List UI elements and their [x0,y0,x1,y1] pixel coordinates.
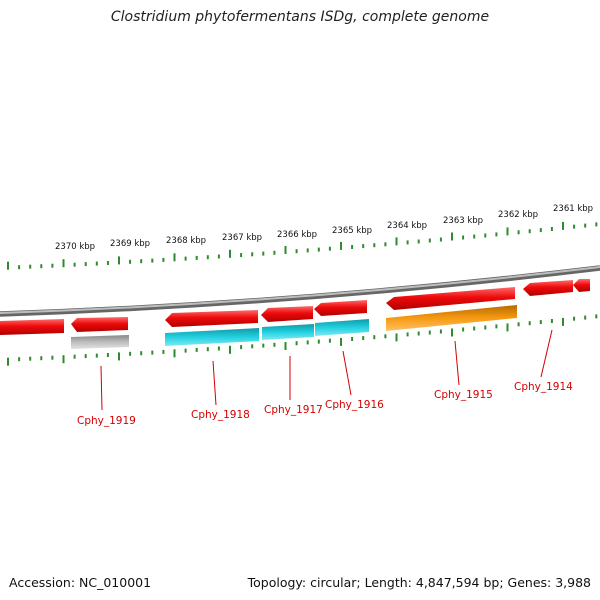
gene-arrow[interactable] [71,317,128,332]
connector-line [100,365,103,411]
genome-backbone-highlight [0,266,600,314]
map-title: Clostridium phytofermentans ISDg, comple… [110,9,490,25]
gene-label-cphy-1916[interactable]: Cphy_1916 [325,399,384,411]
scale-label: 2361 kbp [553,204,593,214]
connector-line [454,340,460,386]
scale-label: 2363 kbp [443,216,483,226]
gene-labels: Cphy_1919 Cphy_1918 Cphy_1917 Cphy_1916 … [77,381,573,427]
gene-arrow[interactable] [314,300,367,316]
gene-label-cphy-1917[interactable]: Cphy_1917 [264,404,323,416]
gene-arrow[interactable] [523,280,573,296]
gene-arrow[interactable] [165,310,258,327]
gene-label-cphy-1915[interactable]: Cphy_1915 [434,389,493,401]
scale-label: 2368 kbp [166,236,206,246]
gene-label-cphy-1914[interactable]: Cphy_1914 [514,381,573,393]
gene-arrow[interactable] [0,319,64,335]
connector-line [342,350,352,396]
scale-label: 2364 kbp [387,221,427,231]
outer-scale-ticks [7,221,598,270]
inner-scale-ticks [7,314,598,366]
gene-label-cphy-1919[interactable]: Cphy_1919 [77,415,136,427]
rna-feature-cyan[interactable] [165,328,259,346]
gene-arrow[interactable] [261,306,313,322]
gene-arrow[interactable] [386,287,515,310]
label-connectors [100,329,553,411]
pseudo-feature[interactable] [71,335,129,349]
scale-label: 2366 kbp [277,230,317,240]
gene-label-cphy-1918[interactable]: Cphy_1918 [191,409,250,421]
scale-label: 2362 kbp [498,210,538,220]
genome-summary-text: Topology: circular; Length: 4,847,594 bp… [247,575,591,590]
accession-text: Accession: NC_010001 [9,575,152,590]
forward-strand-genes [0,279,590,335]
rna-feature-orange[interactable] [386,305,517,331]
connector-line [212,360,217,406]
rna-feature-cyan[interactable] [262,324,314,340]
connector-line [540,329,553,378]
gene-arrow[interactable] [573,279,590,292]
scale-label: 2367 kbp [222,233,262,243]
feature-track [71,305,517,349]
scale-label: 2369 kbp [110,239,150,249]
scale-label: 2365 kbp [332,226,372,236]
rna-feature-cyan[interactable] [315,319,369,336]
scale-label: 2370 kbp [55,242,95,252]
scale-labels: 2370 kbp 2369 kbp 2368 kbp 2367 kbp 2366… [55,204,593,252]
